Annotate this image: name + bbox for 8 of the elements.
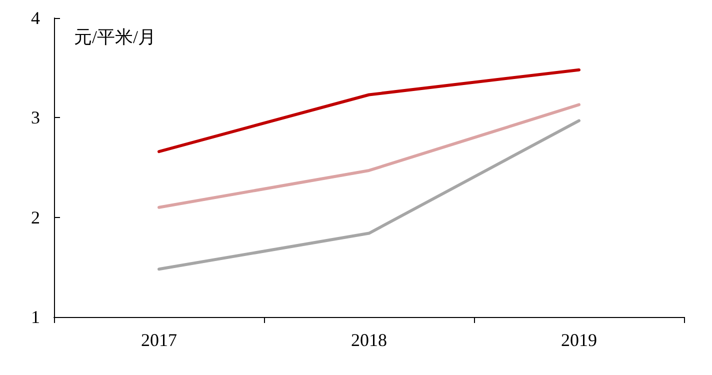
x-tick-label: 2017 [141,330,177,350]
x-tick-label: 2019 [561,330,597,350]
y-tick-label: 2 [31,207,40,228]
y-tick-label: 1 [31,307,40,327]
y-axis-title: 元/平米/月 [74,27,156,47]
x-tick-label: 2018 [351,330,387,350]
y-tick-label: 4 [31,8,40,28]
y-tick-label: 3 [31,108,40,128]
